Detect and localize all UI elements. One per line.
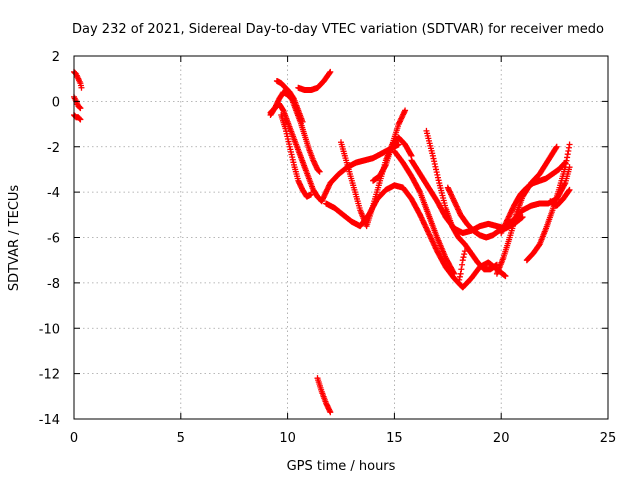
data-point	[402, 107, 409, 114]
series-arc-r	[523, 141, 573, 264]
y-tick-labels: 2 0 -2 -4 -6 -8 -10 -12 -14	[39, 50, 60, 428]
y-tick-label: -6	[47, 232, 60, 247]
data-point	[459, 257, 466, 264]
y-tick-label: 0	[52, 95, 60, 110]
data-point	[416, 187, 423, 194]
series-arc-f	[295, 68, 334, 94]
data-point	[553, 144, 560, 151]
data-point	[76, 104, 83, 111]
x-tick-label: 5	[177, 431, 185, 446]
series-arc-s	[547, 186, 573, 209]
data-point	[458, 266, 465, 273]
data-point	[459, 261, 466, 268]
series-arc-j	[370, 107, 409, 184]
axis-ticks	[73, 55, 609, 420]
data-point	[327, 68, 334, 75]
series-arc-e	[278, 111, 315, 200]
data-point	[76, 115, 83, 122]
data-point	[395, 141, 402, 148]
data-point	[455, 279, 462, 286]
x-tick-label: 15	[386, 431, 403, 446]
data-point	[308, 191, 315, 198]
data-point	[315, 167, 322, 174]
series-arc-g	[314, 375, 334, 416]
x-tick-label: 20	[493, 431, 510, 446]
data-point	[327, 409, 334, 416]
x-axis-label: GPS time / hours	[287, 459, 396, 474]
series-arc-a3	[71, 111, 84, 123]
data-point	[553, 143, 560, 150]
y-tick-label: -10	[39, 322, 60, 337]
data-point	[457, 270, 464, 277]
data-point	[77, 116, 84, 123]
data-point	[566, 141, 573, 148]
series-arc-c	[267, 100, 402, 205]
y-tick-label: -4	[47, 186, 60, 201]
series-arc-m	[423, 127, 500, 273]
series-arc-a1	[71, 68, 85, 91]
data-point	[461, 248, 468, 255]
x-tick-label: 25	[600, 431, 617, 446]
chart-title: Day 232 of 2021, Sidereal Day-to-day VTE…	[72, 22, 604, 37]
y-tick-label: -12	[39, 368, 60, 383]
series-arc-a2	[71, 93, 84, 112]
y-tick-label: -14	[39, 413, 60, 428]
data-point	[450, 269, 457, 276]
x-tick-label: 0	[70, 431, 78, 446]
data-point	[461, 251, 468, 258]
data-point	[456, 273, 463, 280]
data-point	[460, 254, 467, 261]
data-series	[71, 68, 573, 416]
data-point	[566, 186, 573, 193]
series-arc-t	[455, 248, 468, 286]
data-point	[451, 270, 458, 277]
y-tick-label: -2	[47, 141, 60, 156]
data-point	[456, 276, 463, 283]
data-point	[78, 84, 85, 91]
series-arc-k	[391, 148, 458, 277]
data-point	[502, 273, 509, 280]
series-arc-p	[498, 159, 569, 236]
x-tick-labels: 0 5 10 15 20 25	[70, 431, 616, 446]
data-point	[316, 168, 323, 175]
data-point	[77, 105, 84, 112]
y-axis-label: SDTVAR / TECUs	[7, 185, 22, 292]
data-point	[299, 118, 306, 125]
y-tick-label: 2	[52, 50, 60, 65]
data-point	[561, 181, 568, 188]
y-tick-label: -8	[47, 277, 60, 292]
x-tick-label: 10	[279, 431, 296, 446]
series-arc-d	[273, 77, 306, 125]
grid-lines	[74, 56, 608, 419]
